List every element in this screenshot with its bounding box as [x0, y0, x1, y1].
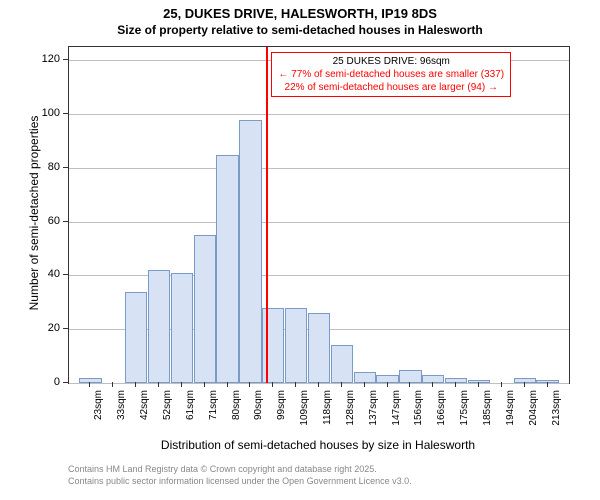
chart-title: 25, DUKES DRIVE, HALESWORTH, IP19 8DS Si…: [0, 6, 600, 37]
gridline: [69, 383, 569, 384]
xtick-label: 80sqm: [231, 390, 242, 434]
ytick-mark: [63, 274, 68, 275]
xtick-label: 52sqm: [162, 390, 173, 434]
x-axis-label: Distribution of semi-detached houses by …: [68, 438, 568, 452]
xtick-label: 175sqm: [459, 390, 470, 434]
ytick-label: 0: [20, 376, 60, 388]
xtick-mark: [455, 382, 456, 387]
reference-line: [266, 47, 268, 383]
xtick-mark: [501, 382, 502, 387]
xtick-mark: [478, 382, 479, 387]
ytick-label: 100: [20, 107, 60, 119]
xtick-mark: [181, 382, 182, 387]
ytick-mark: [63, 59, 68, 60]
xtick-label: 137sqm: [368, 390, 379, 434]
ytick-label: 80: [20, 161, 60, 173]
ytick-label: 60: [20, 215, 60, 227]
xtick-label: 99sqm: [276, 390, 287, 434]
annotation-line-3: 22% of semi-detached houses are larger (…: [278, 81, 504, 94]
histogram-bar: [308, 313, 330, 383]
title-line-1: 25, DUKES DRIVE, HALESWORTH, IP19 8DS: [0, 6, 600, 21]
xtick-label: 204sqm: [528, 390, 539, 434]
ytick-mark: [63, 382, 68, 383]
histogram-bar: [399, 370, 421, 383]
title-line-2: Size of property relative to semi-detach…: [0, 23, 600, 37]
xtick-mark: [227, 382, 228, 387]
ytick-mark: [63, 113, 68, 114]
chart-container: 25, DUKES DRIVE, HALESWORTH, IP19 8DS Si…: [0, 0, 600, 500]
ytick-mark: [63, 221, 68, 222]
histogram-bar: [171, 273, 193, 383]
xtick-label: 33sqm: [116, 390, 127, 434]
annotation-box: 25 DUKES DRIVE: 96sqm ← 77% of semi-deta…: [271, 52, 511, 97]
xtick-mark: [432, 382, 433, 387]
xtick-mark: [387, 382, 388, 387]
xtick-label: 71sqm: [208, 390, 219, 434]
histogram-bar: [285, 308, 307, 383]
xtick-mark: [409, 382, 410, 387]
credits: Contains HM Land Registry data © Crown c…: [68, 464, 412, 487]
xtick-label: 118sqm: [322, 390, 333, 434]
xtick-mark: [318, 382, 319, 387]
credits-line-2: Contains public sector information licen…: [68, 476, 412, 488]
xtick-mark: [135, 382, 136, 387]
xtick-label: 61sqm: [185, 390, 196, 434]
xtick-mark: [158, 382, 159, 387]
annotation-line-1: 25 DUKES DRIVE: 96sqm: [278, 55, 504, 68]
xtick-mark: [112, 382, 113, 387]
xtick-label: 147sqm: [391, 390, 402, 434]
credits-line-1: Contains HM Land Registry data © Crown c…: [68, 464, 412, 476]
xtick-mark: [341, 382, 342, 387]
xtick-label: 90sqm: [253, 390, 264, 434]
xtick-mark: [295, 382, 296, 387]
annotation-line-2: ← 77% of semi-detached houses are smalle…: [278, 68, 504, 81]
histogram-bar: [262, 308, 284, 383]
ytick-mark: [63, 328, 68, 329]
xtick-label: 185sqm: [482, 390, 493, 434]
xtick-label: 109sqm: [299, 390, 310, 434]
xtick-label: 128sqm: [345, 390, 356, 434]
xtick-label: 213sqm: [551, 390, 562, 434]
histogram-bar: [239, 120, 261, 383]
histogram-bar: [216, 155, 238, 383]
histogram-bar: [125, 292, 147, 383]
gridline: [69, 222, 569, 223]
xtick-mark: [547, 382, 548, 387]
y-axis-label: Number of semi-detached properties: [27, 93, 41, 333]
gridline: [69, 275, 569, 276]
histogram-bar: [194, 235, 216, 383]
xtick-mark: [89, 382, 90, 387]
ytick-mark: [63, 167, 68, 168]
ytick-label: 120: [20, 53, 60, 65]
xtick-mark: [272, 382, 273, 387]
ytick-label: 20: [20, 322, 60, 334]
xtick-label: 194sqm: [505, 390, 516, 434]
xtick-label: 166sqm: [436, 390, 447, 434]
xtick-label: 23sqm: [93, 390, 104, 434]
xtick-mark: [524, 382, 525, 387]
xtick-mark: [249, 382, 250, 387]
xtick-label: 156sqm: [413, 390, 424, 434]
histogram-bar: [331, 345, 353, 383]
xtick-label: 42sqm: [139, 390, 150, 434]
gridline: [69, 168, 569, 169]
ytick-label: 40: [20, 268, 60, 280]
xtick-mark: [364, 382, 365, 387]
xtick-mark: [204, 382, 205, 387]
gridline: [69, 114, 569, 115]
histogram-bar: [148, 270, 170, 383]
